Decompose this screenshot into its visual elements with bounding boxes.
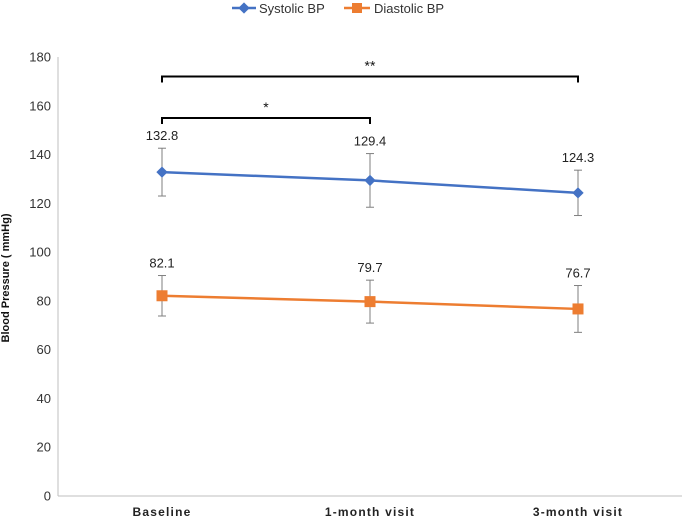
legend: Systolic BP Diastolic BP <box>232 1 444 16</box>
data-label: 76.7 <box>565 266 590 281</box>
legend-systolic-marker-diamond-icon <box>238 2 250 14</box>
legend-diastolic-label: Diastolic BP <box>374 1 444 16</box>
y-tick-label: 20 <box>37 440 51 455</box>
y-tick-label: 120 <box>29 196 51 211</box>
significance-bracket: ** <box>161 58 579 83</box>
legend-systolic-label: Systolic BP <box>259 1 325 16</box>
y-tick-label: 140 <box>29 147 51 162</box>
data-point-diamond <box>572 187 584 199</box>
y-tick-label: 60 <box>37 342 51 357</box>
significance-bracket: * <box>161 99 371 124</box>
data-label: 132.8 <box>146 128 179 143</box>
data-point-square <box>364 296 376 308</box>
data-point-diamond <box>156 166 168 178</box>
legend-diastolic-marker-square-icon <box>352 3 362 13</box>
x-axis: Baseline 1-month visit 3-month visit <box>58 495 682 516</box>
x-tick-label: 3-month visit <box>533 505 623 516</box>
series-diastolic: 82.1 79.7 76.7 <box>149 256 591 333</box>
data-label: 124.3 <box>562 150 595 165</box>
y-tick-label: 180 <box>29 50 51 65</box>
y-tick-label: 160 <box>29 98 51 113</box>
y-tick-label: 0 <box>44 489 51 504</box>
x-tick-label: Baseline <box>133 505 192 516</box>
data-label: 79.7 <box>357 260 382 275</box>
significance-label: ** <box>365 58 376 74</box>
y-axis-title: Blood Pressure ( mmHg) <box>0 213 12 342</box>
data-label: 129.4 <box>354 134 387 149</box>
y-tick-label: 40 <box>37 391 51 406</box>
data-label: 82.1 <box>149 256 174 271</box>
series-systolic: 132.8 129.4 124.3 <box>146 128 595 217</box>
y-tick-label: 80 <box>37 293 51 308</box>
data-point-square <box>572 303 584 315</box>
y-tick-label: 100 <box>29 245 51 260</box>
significance-label: * <box>263 99 269 115</box>
significance-bracket-line <box>161 75 579 83</box>
x-tick-label: 1-month visit <box>325 505 415 516</box>
data-point-diamond <box>364 174 376 187</box>
significance-bracket-line <box>161 116 371 124</box>
y-axis: 0 20 40 60 80 100 120 140 160 180 <box>29 50 59 504</box>
data-point-square <box>156 290 168 302</box>
